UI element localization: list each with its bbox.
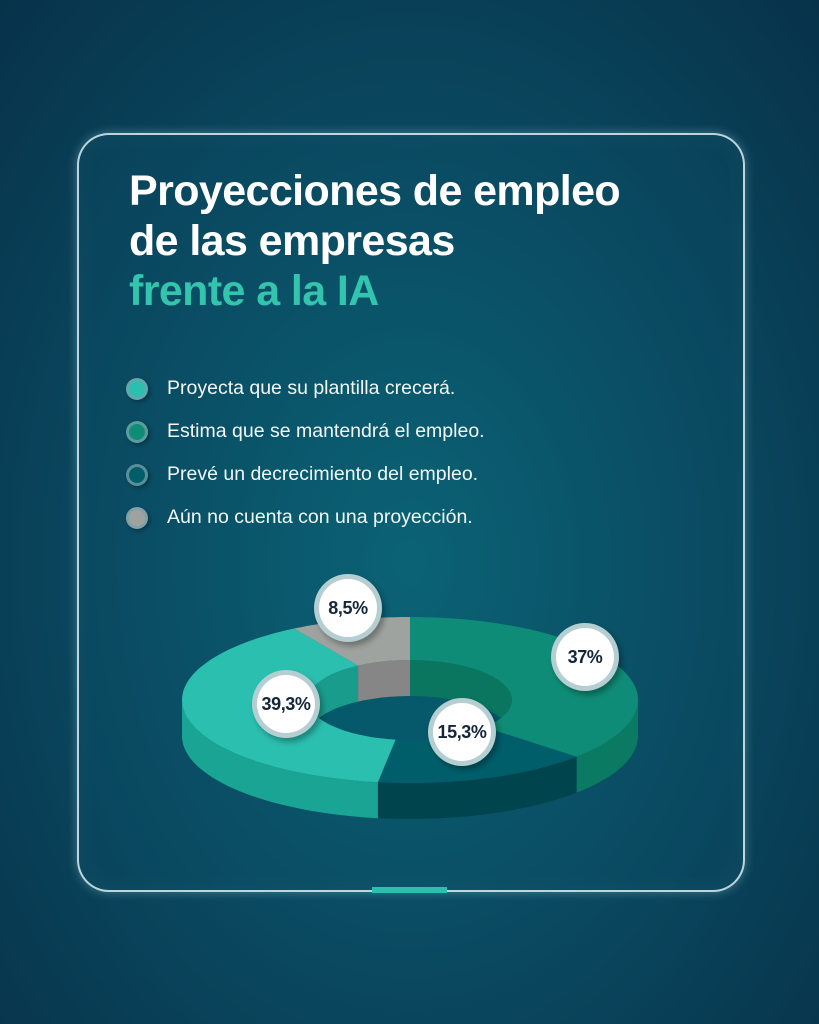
legend-item: Prevé un decrecimiento del empleo.: [126, 453, 485, 496]
legend-label: Prevé un decrecimiento del empleo.: [167, 463, 479, 485]
donut-outer-wall: [377, 756, 577, 819]
chart-legend: Proyecta que su plantilla crecerá. Estim…: [126, 367, 485, 539]
legend-swatch-icon: [126, 377, 148, 400]
legend-item: Aún no cuenta con una proyección.: [126, 496, 485, 539]
accent-bar: [372, 887, 447, 893]
data-label-39-3: 39,3%: [252, 670, 320, 738]
legend-item: Proyecta que su plantilla crecerá.: [126, 367, 485, 410]
donut-inner-wall: [308, 665, 359, 736]
donut-outer-wall: [576, 700, 638, 793]
data-label-15-3: 15,3%: [428, 698, 496, 766]
data-label-8-5: 8,5%: [314, 574, 382, 642]
donut-inner-wall: [358, 660, 410, 702]
donut-outer-wall: [182, 700, 378, 819]
legend-item: Estima que se mantendrá el empleo.: [126, 410, 485, 453]
title-line-2: de las empresas: [129, 217, 455, 265]
legend-label: Estima que se mantendrá el empleo.: [167, 420, 485, 442]
legend-swatch-icon: [126, 463, 148, 486]
page-title: Proyecciones de empleo de las empresas f…: [129, 166, 621, 316]
data-label-37: 37%: [551, 623, 619, 691]
legend-swatch-icon: [126, 420, 148, 443]
title-line-3: frente a la IA: [129, 267, 379, 315]
legend-label: Aún no cuenta con una proyección.: [167, 506, 473, 528]
legend-swatch-icon: [126, 506, 148, 529]
title-line-1: Proyecciones de empleo: [129, 167, 621, 215]
legend-label: Proyecta que su plantilla crecerá.: [167, 377, 456, 399]
